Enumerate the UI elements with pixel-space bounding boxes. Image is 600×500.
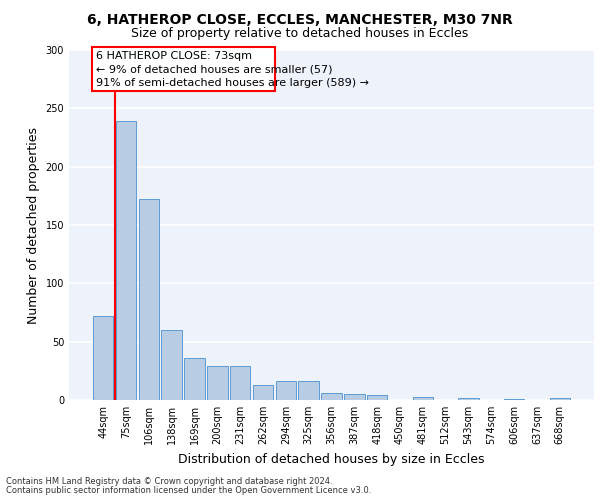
Bar — [253, 385, 273, 400]
Bar — [92, 46, 275, 91]
Text: Size of property relative to detached houses in Eccles: Size of property relative to detached ho… — [131, 28, 469, 40]
Bar — [504, 399, 524, 400]
Bar — [207, 366, 227, 400]
Bar — [139, 200, 159, 400]
Text: ← 9% of detached houses are smaller (57)
91% of semi-detached houses are larger : ← 9% of detached houses are smaller (57)… — [95, 51, 368, 88]
Bar — [230, 366, 250, 400]
Y-axis label: Number of detached properties: Number of detached properties — [27, 126, 40, 324]
Bar — [184, 358, 205, 400]
Bar — [298, 382, 319, 400]
Bar — [413, 396, 433, 400]
X-axis label: Distribution of detached houses by size in Eccles: Distribution of detached houses by size … — [178, 452, 485, 466]
Bar — [93, 316, 113, 400]
Bar — [367, 396, 388, 400]
Bar — [458, 398, 479, 400]
Bar — [161, 330, 182, 400]
Text: Contains HM Land Registry data © Crown copyright and database right 2024.: Contains HM Land Registry data © Crown c… — [6, 477, 332, 486]
Text: 6, HATHEROP CLOSE, ECCLES, MANCHESTER, M30 7NR: 6, HATHEROP CLOSE, ECCLES, MANCHESTER, M… — [87, 12, 513, 26]
Bar — [550, 398, 570, 400]
Bar — [321, 393, 342, 400]
Text: Contains public sector information licensed under the Open Government Licence v3: Contains public sector information licen… — [6, 486, 371, 495]
Bar — [275, 382, 296, 400]
Bar — [116, 121, 136, 400]
Bar — [344, 394, 365, 400]
Text: 6 HATHEROP CLOSE: 73sqm: 6 HATHEROP CLOSE: 73sqm — [95, 51, 251, 61]
